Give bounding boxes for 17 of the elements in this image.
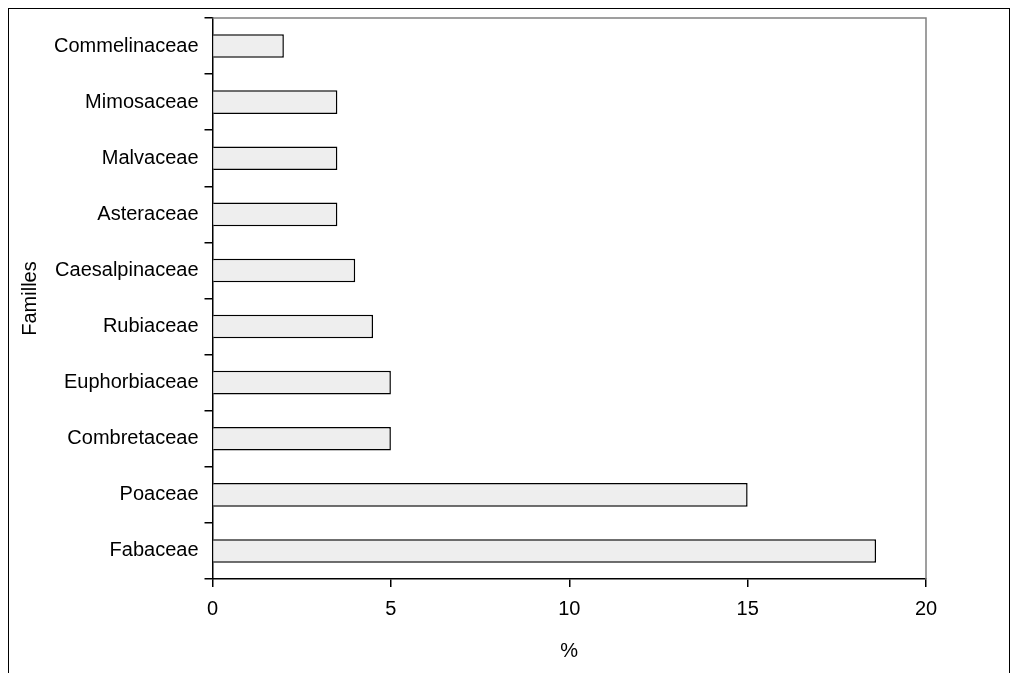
y-tick-label: Caesalpinaceae <box>55 257 199 280</box>
x-tick-label: 10 <box>558 596 581 619</box>
x-tick-label: 15 <box>736 596 759 619</box>
x-axis-title: % <box>560 638 579 661</box>
y-tick-label: Euphorbiaceae <box>63 370 199 393</box>
y-tick-label: Poaceae <box>119 482 199 505</box>
x-tick-label: 5 <box>385 596 397 619</box>
y-tick-label: Combretaceae <box>67 426 199 449</box>
y-tick-label: Asteraceae <box>97 201 199 224</box>
y-tick-label: Commelinaceae <box>54 33 199 56</box>
x-tick-label: 0 <box>206 596 219 619</box>
y-tick-label: Malvaceae <box>101 145 199 168</box>
y-tick-label: Rubiaceae <box>102 314 199 337</box>
y-axis-title: Familles <box>17 261 40 336</box>
y-tick-label: Mimosaceae <box>85 89 199 112</box>
x-tick-label: 20 <box>914 596 938 619</box>
y-tick-label: Fabaceae <box>109 538 199 561</box>
